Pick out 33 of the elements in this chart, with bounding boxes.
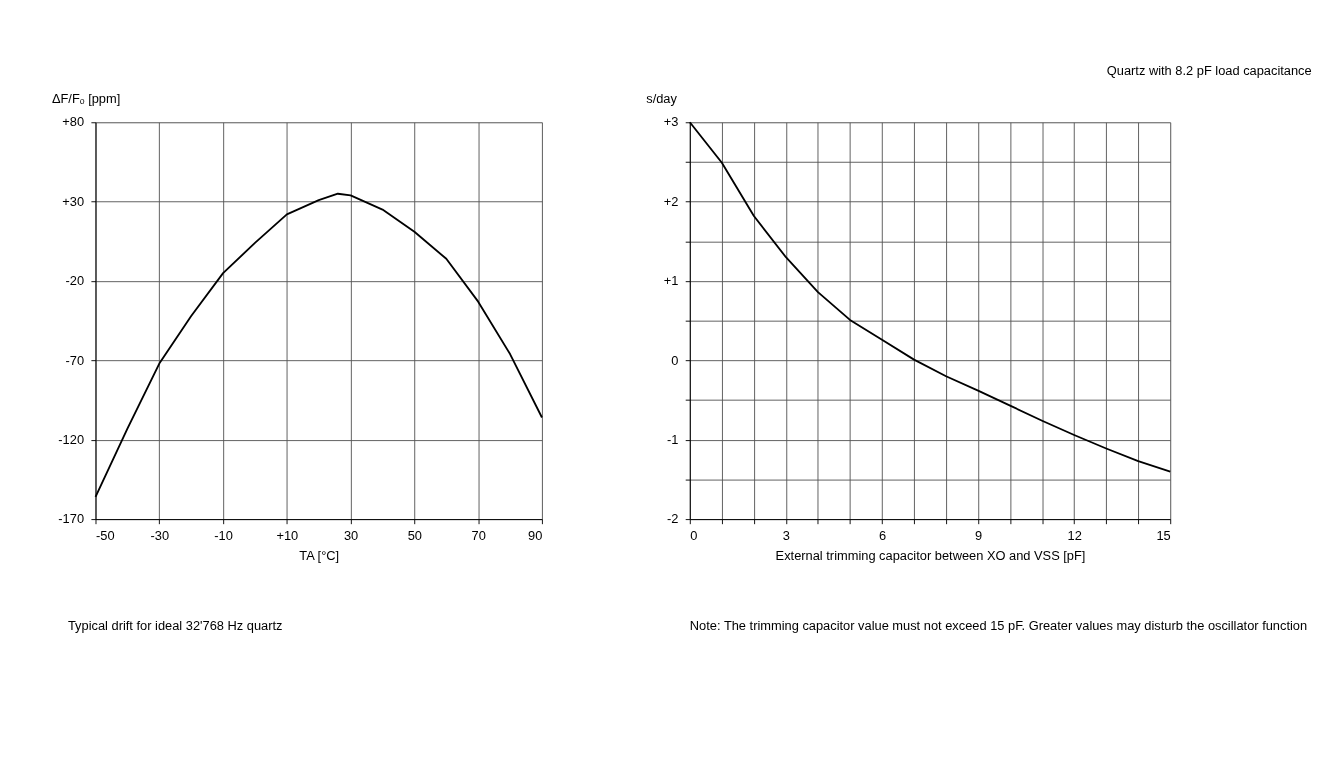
text: Note: The trimming capacitor value must not exceed 15 pF. Greater values may disturb the oscillator function [689,618,1308,634]
y-axis-title: s/day [646,91,678,107]
y-tick-label: +30 [62,193,85,209]
y-tick-label: -170 [58,511,85,527]
x-tick-label: 70 [471,527,486,543]
y-tick-label: +3 [663,114,679,130]
x-tick-label: -30 [150,527,170,543]
x-axis-title: TA [°C] [299,548,340,563]
y-tick-label: +1 [663,273,679,289]
y-tick-label: +2 [663,193,679,209]
y-axis-title: ΔF/Fₒ [ppm] [51,91,121,107]
y-tick-label: -1 [666,431,679,447]
text: Typical drift for ideal 32'768 Hz quartz [67,618,283,634]
x-axis-title: External trimming capacitor between XO and VSS [pF] [775,548,1086,563]
x-tick-label: +10 [276,527,299,543]
y-tick-label: -2 [666,511,679,527]
x-tick-label: -10 [214,527,233,543]
x-tick-label: 12 [1067,527,1082,543]
y-tick-label: -20 [65,273,85,289]
x-tick-label: 6 [878,527,887,543]
x-tick-label: 90 [528,527,543,543]
y-tick-label: 0 [671,352,679,368]
y-tick-label: -70 [65,352,85,368]
x-tick-label: 30 [343,527,359,543]
x-tick-label: 15 [1156,527,1171,543]
x-tick-label: 50 [407,527,423,543]
x-tick-label: 3 [782,527,790,543]
text: Quartz with 8.2 pF load capacitance [1106,63,1312,79]
x-tick-label: -50 [95,527,115,543]
x-tick-label: 9 [974,527,983,543]
y-tick-label: +80 [62,114,85,130]
x-tick-label: 0 [690,527,698,543]
y-tick-label: -120 [58,431,85,447]
